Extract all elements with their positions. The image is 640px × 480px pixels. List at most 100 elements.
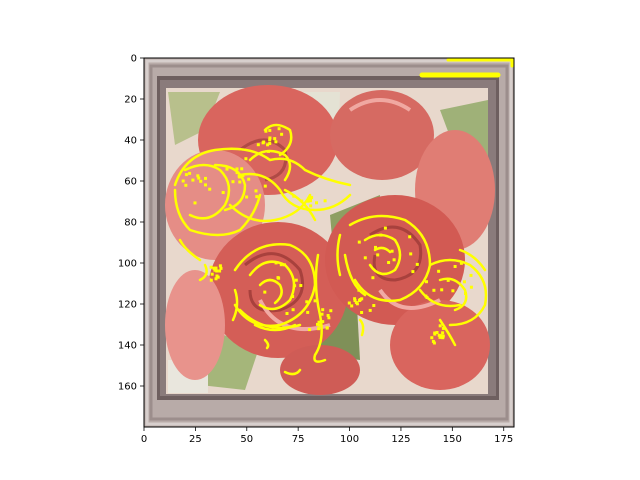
edge-point — [282, 263, 286, 267]
edge-point — [425, 280, 428, 284]
x-tick-label: 25 — [189, 434, 202, 445]
edge-point — [307, 197, 311, 201]
overlay-contour — [418, 288, 462, 308]
edge-point — [181, 179, 185, 183]
frame-bevel-mid — [149, 64, 509, 421]
edge-point — [437, 333, 441, 337]
edge-point — [437, 269, 441, 273]
edge-point — [184, 183, 188, 187]
overlay-contour — [178, 238, 202, 262]
y-tick-label: 60 — [124, 177, 137, 188]
x-tick-label: 150 — [443, 434, 462, 445]
edge-point — [325, 326, 329, 330]
edge-point — [277, 127, 281, 131]
edge-point — [280, 132, 284, 136]
overlay-contour — [198, 263, 208, 282]
x-tick-label: 75 — [292, 434, 305, 445]
edge-point — [263, 184, 267, 188]
edge-point — [197, 176, 201, 180]
edge-point — [317, 327, 321, 331]
edge-point — [438, 324, 442, 328]
edge-point — [218, 264, 222, 268]
overlay-contour — [283, 368, 302, 376]
edge-point — [315, 201, 318, 205]
overlay-contour — [263, 338, 270, 350]
edge-point — [216, 275, 220, 279]
edge-point — [408, 235, 412, 239]
edge-point — [431, 339, 435, 343]
edge-point — [209, 278, 213, 282]
edge-point — [184, 173, 188, 177]
edge-point — [441, 326, 445, 330]
overlay-contour — [438, 277, 468, 312]
edge-point — [225, 167, 229, 171]
overlay-contour — [213, 163, 247, 212]
edge-point — [210, 272, 214, 276]
overlay-top-bar — [446, 58, 514, 68]
edge-point — [383, 226, 387, 230]
edge-point — [274, 140, 278, 144]
leaf — [168, 92, 220, 145]
overlay-contour — [253, 323, 297, 332]
overlay-contour — [258, 278, 283, 305]
edge-point — [300, 199, 304, 203]
edge-point — [441, 331, 445, 335]
edge-point — [285, 312, 289, 315]
edge-point — [441, 334, 445, 338]
y-tick-label: 100 — [118, 259, 137, 270]
edge-point — [355, 302, 359, 306]
photo — [165, 85, 495, 395]
edge-point — [292, 194, 296, 198]
edge-point — [306, 199, 310, 203]
edge-point — [231, 180, 235, 184]
x-tick-label: 50 — [240, 434, 253, 445]
overlay-contour — [263, 123, 293, 157]
edge-point — [291, 295, 295, 298]
overlay-contour — [373, 246, 392, 254]
edge-point — [371, 276, 375, 280]
edge-point — [276, 276, 280, 280]
petal — [369, 225, 423, 282]
edge-point — [358, 298, 362, 301]
edge-point — [433, 332, 437, 336]
edge-point — [294, 278, 298, 282]
y-tick-label: 120 — [118, 300, 137, 311]
edge-point — [254, 189, 258, 193]
edge-point — [241, 174, 245, 178]
edge-point — [219, 266, 223, 270]
edge-point — [424, 294, 428, 298]
edge-point — [188, 171, 192, 175]
edge-point — [191, 178, 195, 182]
edge-point — [451, 289, 455, 293]
edge-point — [266, 143, 270, 147]
rose — [165, 270, 225, 380]
edge-point — [432, 288, 436, 292]
y-tick-label: 0 — [131, 54, 137, 65]
edge-point — [326, 314, 330, 317]
edge-point — [440, 288, 444, 292]
edge-point — [235, 171, 239, 175]
overlay-contour — [438, 318, 457, 347]
overlay-contour — [248, 260, 296, 311]
y-tick-label: 20 — [124, 95, 137, 106]
edge-point — [316, 322, 319, 326]
edge-point — [379, 233, 383, 237]
edge-point — [317, 320, 321, 324]
overlay-contour — [458, 248, 487, 272]
edge-point — [321, 308, 325, 312]
petal — [378, 288, 441, 310]
x-tick-label: 0 — [141, 434, 147, 445]
edge-point — [268, 142, 272, 145]
edge-point — [453, 265, 457, 268]
overlay-contour — [428, 258, 488, 327]
edge-point — [320, 312, 324, 316]
overlay-contour — [336, 233, 342, 277]
rose — [208, 222, 348, 358]
edge-point — [439, 334, 443, 338]
edge-point — [329, 309, 333, 313]
edge-point — [218, 269, 222, 273]
edge-point — [299, 284, 303, 287]
edge-point — [469, 285, 473, 289]
edge-point — [214, 277, 218, 281]
edge-point — [193, 201, 197, 205]
